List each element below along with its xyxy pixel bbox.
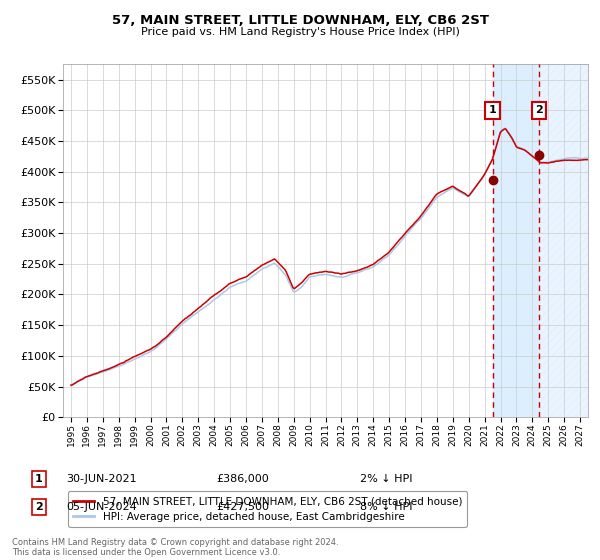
Text: £386,000: £386,000 (216, 474, 269, 484)
Text: 57, MAIN STREET, LITTLE DOWNHAM, ELY, CB6 2ST: 57, MAIN STREET, LITTLE DOWNHAM, ELY, CB… (112, 14, 488, 27)
Text: 2: 2 (535, 105, 543, 115)
Bar (493, 64, 539, 417)
Legend: 57, MAIN STREET, LITTLE DOWNHAM, ELY, CB6 2ST (detached house), HPI: Average pri: 57, MAIN STREET, LITTLE DOWNHAM, ELY, CB… (68, 491, 467, 527)
Text: 8% ↓ HPI: 8% ↓ HPI (360, 502, 413, 512)
Bar (539, 64, 588, 417)
Text: 2: 2 (35, 502, 43, 512)
Text: 1: 1 (488, 105, 496, 115)
Text: Price paid vs. HM Land Registry's House Price Index (HPI): Price paid vs. HM Land Registry's House … (140, 27, 460, 37)
Text: Contains HM Land Registry data © Crown copyright and database right 2024.
This d: Contains HM Land Registry data © Crown c… (12, 538, 338, 557)
Text: 2% ↓ HPI: 2% ↓ HPI (360, 474, 413, 484)
Text: 30-JUN-2021: 30-JUN-2021 (66, 474, 137, 484)
Text: £427,500: £427,500 (216, 502, 269, 512)
Text: 05-JUN-2024: 05-JUN-2024 (66, 502, 137, 512)
Text: 1: 1 (35, 474, 43, 484)
